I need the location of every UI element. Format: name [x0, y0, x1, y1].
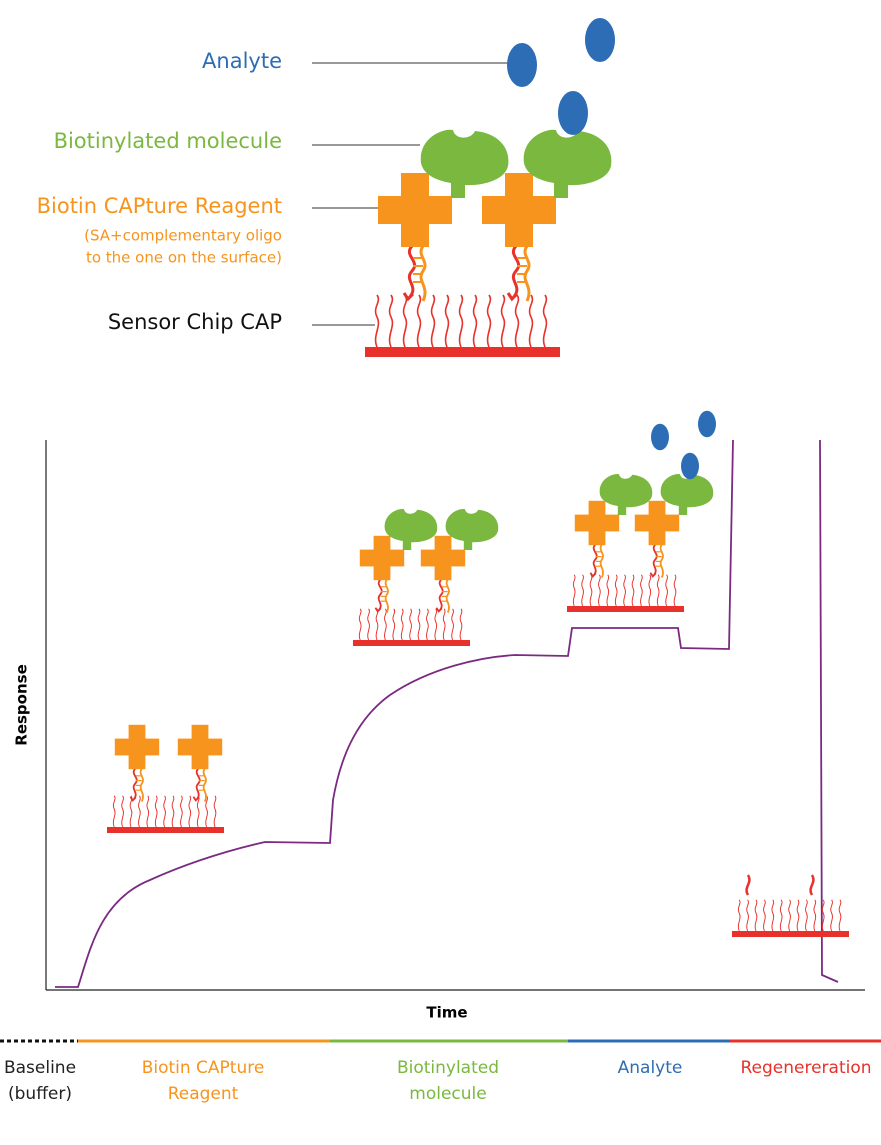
schematic — [364, 18, 615, 358]
phase-label: (buffer) — [8, 1084, 72, 1104]
response-curve — [55, 439, 839, 988]
axes — [45, 440, 865, 991]
capture-note: (SA+complementary oligo — [84, 227, 282, 245]
y-axis-label: Response — [13, 664, 31, 745]
analyte-label: Analyte — [202, 49, 282, 73]
phase-label: Baseline — [4, 1058, 76, 1078]
labels: Analyte Biotinylated molecule Biotin CAP… — [37, 49, 282, 334]
phase-label: Biotinylated — [397, 1058, 499, 1078]
capture-label: Biotin CAPture Reagent — [37, 194, 282, 218]
chip-label: Sensor Chip CAP — [108, 310, 282, 334]
phase-label: Analyte — [618, 1058, 683, 1078]
leader-lines — [312, 62, 510, 326]
phase-label: molecule — [409, 1084, 486, 1104]
phase-labels: Baseline (buffer) Biotin CAPture Reagent… — [4, 1058, 872, 1104]
phase-label: Reagent — [168, 1084, 239, 1104]
phase-label: Regenereration — [740, 1058, 871, 1078]
biotinylated-label: Biotinylated molecule — [54, 129, 282, 153]
phase-label: Biotin CAPture — [142, 1058, 265, 1078]
capture-note: to the one on the surface) — [86, 249, 282, 267]
stage-icons — [106, 410, 850, 938]
x-axis-label: Time — [426, 1004, 467, 1022]
